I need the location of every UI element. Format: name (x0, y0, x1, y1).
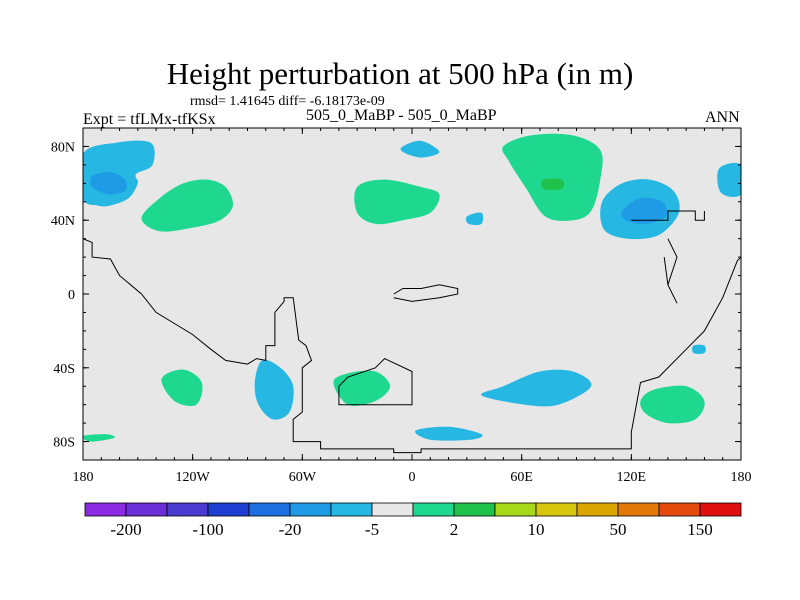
colorbar-box (535, 502, 578, 517)
anomaly-south-atlantic-green (333, 370, 391, 406)
x-tick-label: 0 (409, 470, 416, 485)
anomaly-indian-ocean-blue (480, 369, 592, 407)
anomaly-east-asia-blue-core (621, 197, 668, 225)
colorbar-box (412, 502, 455, 517)
anomaly-south-america-blue (254, 359, 294, 420)
colorbar-box (494, 502, 537, 517)
colorbar-box (330, 502, 373, 517)
colorbar-label: -20 (279, 520, 302, 539)
anomaly-north-atlantic-green (354, 179, 440, 225)
x-tick-label: 120E (617, 470, 647, 485)
stats-text: rmsd= 1.41645 diff= -6.18173e-09 (190, 94, 385, 109)
y-tick-label: 80S (53, 436, 75, 451)
anomaly-south-pacific-green (161, 369, 203, 407)
colorbar-label: 50 (610, 520, 627, 539)
anomaly-small-blue-30s (692, 344, 706, 354)
coastline-asia-inlet (631, 210, 705, 221)
coastline-equatorial-island (393, 284, 459, 302)
colorbar-box (248, 502, 291, 517)
x-tick-label: 60E (510, 470, 533, 485)
colorbar-box (166, 502, 209, 517)
x-tick-label: 60W (289, 470, 317, 485)
anomaly-antarctic-green (83, 434, 115, 442)
map-background (83, 128, 741, 460)
y-tick-label: 80N (51, 140, 75, 155)
anomaly-south-atlantic-blue-strip (415, 426, 483, 441)
colorbar-box (84, 502, 127, 517)
colorbar-box (125, 502, 168, 517)
colorbar-box (658, 502, 701, 517)
anomaly-north-america-green (141, 179, 234, 232)
anomaly-siberia-green (502, 133, 603, 221)
x-tick-label: 180 (73, 470, 94, 485)
colorbar-label: 150 (687, 520, 713, 539)
case-label: 505_0_MaBP - 505_0_MaBP (306, 107, 497, 124)
colorbar-box (576, 502, 619, 517)
x-tick-label: 120W (176, 470, 211, 485)
coastline-west-coast-line (83, 238, 632, 454)
anomaly-north-pacific-east-blue (717, 162, 741, 197)
colorbar-box (617, 502, 660, 517)
x-tick-label: 180 (731, 470, 752, 485)
colorbar-label: -5 (365, 520, 379, 539)
colorbar-box (289, 502, 332, 517)
colorbar-label: -100 (192, 520, 223, 539)
y-tick-label: 40S (53, 362, 75, 377)
y-tick-label: 40N (51, 214, 75, 229)
anomaly-small-blue-40n (465, 212, 484, 226)
anomaly-north-pacific-blue-core (89, 172, 127, 195)
anomaly-australia-south-green (640, 385, 705, 424)
colorbar-label: -200 (110, 520, 141, 539)
colorbar-box (453, 502, 496, 517)
coastline-pacific-island-chain (663, 238, 678, 304)
colorbar-label: 2 (450, 520, 459, 539)
season-label: ANN (705, 109, 740, 126)
colorbar-box (699, 502, 742, 517)
anomaly-north-atlantic-blue (400, 140, 440, 158)
anomaly-siberia-green-core (541, 178, 565, 191)
experiment-label: Expt = tfLMx-tfKSx (83, 111, 216, 128)
colorbar-label: 10 (528, 520, 545, 539)
colorbar-box (371, 502, 414, 517)
colorbar-box (207, 502, 250, 517)
chart-title: Height perturbation at 500 hPa (in m) (166, 56, 634, 91)
y-tick-label: 0 (68, 288, 75, 303)
coastline-australia-coast (630, 256, 741, 433)
coastline-africa-outline (338, 357, 413, 406)
